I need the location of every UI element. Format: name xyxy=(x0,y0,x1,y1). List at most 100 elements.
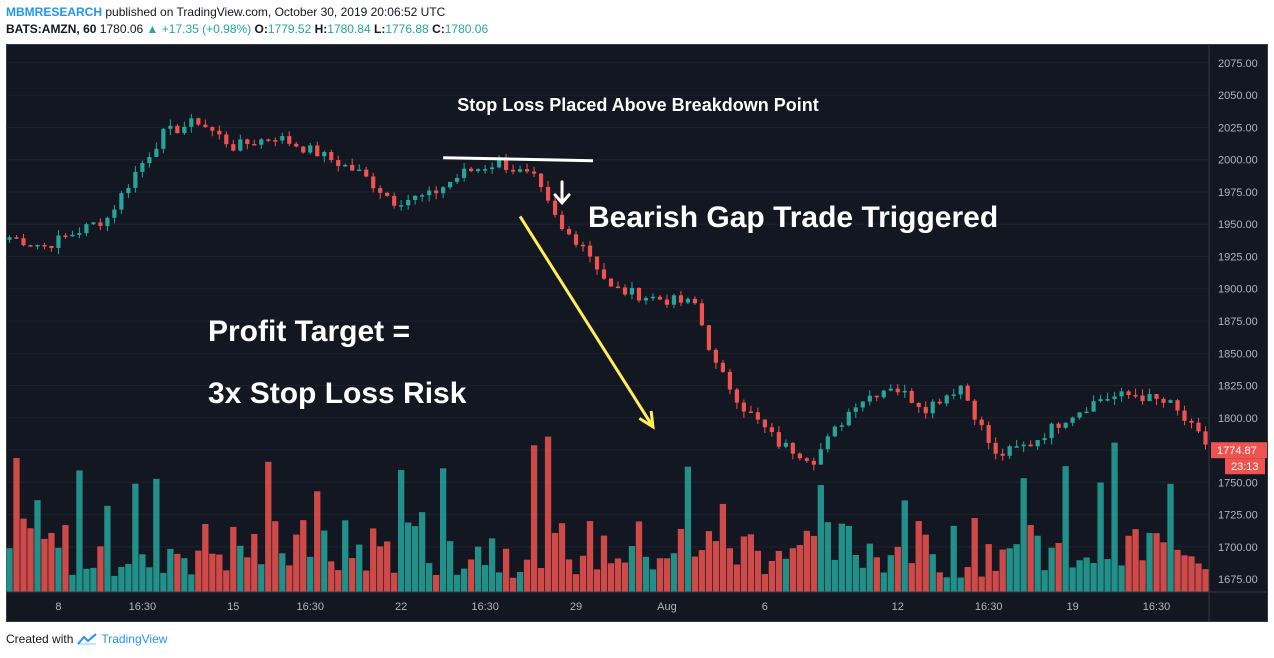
candle-body xyxy=(266,139,271,141)
volume-bar xyxy=(1055,543,1062,592)
candle-body xyxy=(35,245,40,247)
candle-body xyxy=(133,171,138,188)
volume-bar xyxy=(153,478,160,592)
y-tick-label: 1950.00 xyxy=(1218,219,1258,231)
y-tick-label: 1850.00 xyxy=(1218,348,1258,360)
candle-body xyxy=(1168,400,1173,403)
candle-body xyxy=(531,171,537,174)
candle-body xyxy=(937,401,942,404)
volume-bar xyxy=(6,548,13,592)
x-tick-label: 12 xyxy=(892,601,904,613)
candle-body xyxy=(825,436,830,450)
y-tick-label: 1825.00 xyxy=(1218,381,1258,393)
candle-body xyxy=(923,406,928,414)
candle-body xyxy=(476,169,481,172)
price-chart[interactable]: 1675.001700.001725.001750.001775.001800.… xyxy=(6,44,1268,622)
volume-bar xyxy=(405,522,412,592)
candle-body xyxy=(238,139,243,151)
volume-bar xyxy=(279,553,286,592)
candle-body xyxy=(364,169,369,177)
candle-body xyxy=(601,269,607,279)
y-tick-label: 1675.00 xyxy=(1218,574,1258,586)
candle-body xyxy=(972,400,977,420)
volume-bar xyxy=(1195,563,1202,592)
candle-body xyxy=(1021,444,1026,447)
candle-body xyxy=(77,233,82,235)
volume-bar xyxy=(929,554,936,592)
volume-bar xyxy=(481,565,489,592)
volume-bar xyxy=(300,520,307,592)
candle-body xyxy=(902,390,907,393)
candle-body xyxy=(1189,420,1194,423)
volume-bar xyxy=(467,559,475,592)
x-tick-label: 16:30 xyxy=(975,601,1003,613)
x-tick-label: 8 xyxy=(55,601,61,613)
volume-bar xyxy=(656,558,664,592)
low-value: 1776.88 xyxy=(385,22,429,36)
volume-bar xyxy=(342,520,349,592)
candle-body xyxy=(1070,417,1075,423)
candle-body xyxy=(14,237,19,239)
candle-body xyxy=(1147,394,1152,402)
volume-bar xyxy=(852,554,859,592)
candle-body xyxy=(692,298,698,304)
candle-body xyxy=(1049,423,1054,439)
volume-bar xyxy=(1146,532,1153,592)
x-tick-label: 16:30 xyxy=(471,601,499,613)
volume-bar xyxy=(272,521,279,592)
candle-body xyxy=(706,325,712,350)
candle-body xyxy=(678,295,684,303)
volume-bar xyxy=(62,525,69,592)
profit-arrow-line xyxy=(518,215,655,428)
candle-body xyxy=(783,442,788,447)
candle-body xyxy=(559,214,565,230)
candle-body xyxy=(727,371,732,390)
volume-bar xyxy=(985,544,992,592)
candle-body xyxy=(1077,412,1082,418)
candle-body xyxy=(420,195,425,197)
volume-bar xyxy=(796,545,803,592)
candle-body xyxy=(979,419,984,426)
candle-body xyxy=(259,139,264,145)
candle-body xyxy=(175,125,180,134)
candle-body xyxy=(671,295,677,305)
volume-bar xyxy=(1027,525,1034,592)
volume-bar xyxy=(1160,542,1167,592)
volume-bar xyxy=(258,564,265,592)
volume-bar xyxy=(1167,483,1174,592)
volume-bar xyxy=(1118,565,1125,592)
candle-body xyxy=(580,244,586,247)
x-tick-label: 16:30 xyxy=(296,601,324,613)
publisher-name[interactable]: MBMRESEARCH xyxy=(6,5,102,19)
candle-body xyxy=(203,124,208,128)
volume-bar xyxy=(845,525,852,592)
candle-body xyxy=(392,195,397,206)
volume-bar xyxy=(663,558,671,592)
candle-body xyxy=(545,186,551,201)
volume-bar xyxy=(530,445,538,592)
candle-body xyxy=(462,168,467,178)
volume-bar xyxy=(41,538,48,592)
candle-body xyxy=(126,187,131,194)
tradingview-brand[interactable]: TradingView xyxy=(101,632,168,646)
candle-body xyxy=(308,145,313,153)
candle-body xyxy=(280,136,285,141)
candle-body xyxy=(1203,431,1208,445)
volume-bar xyxy=(1062,466,1069,592)
bearish-gap-annotation: Bearish Gap Trade Triggered xyxy=(588,201,998,234)
volume-bar xyxy=(922,534,929,592)
candle-body xyxy=(804,458,809,461)
volume-bar xyxy=(670,553,678,592)
volume-bar xyxy=(502,548,510,592)
candle-body xyxy=(217,130,222,135)
volume-bar xyxy=(544,436,552,592)
candle-body xyxy=(1112,396,1117,400)
candle-body xyxy=(1007,446,1012,456)
candle-body xyxy=(378,188,383,193)
volume-bar xyxy=(1090,563,1097,592)
volume-bar xyxy=(1013,544,1020,592)
candle-body xyxy=(839,425,844,427)
candle-body xyxy=(231,144,236,151)
created-with-label: Created with xyxy=(6,632,74,646)
candle-body xyxy=(615,286,621,289)
